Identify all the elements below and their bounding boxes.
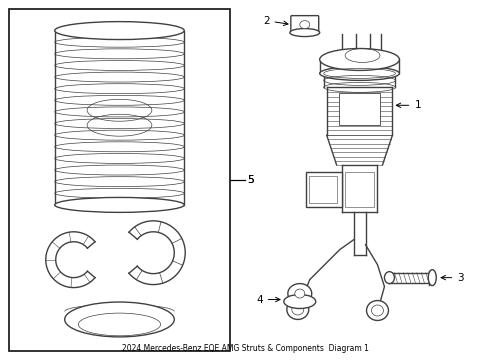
FancyBboxPatch shape [291, 15, 318, 33]
Text: 3: 3 [441, 273, 464, 283]
Ellipse shape [55, 22, 184, 40]
Ellipse shape [371, 305, 384, 316]
Ellipse shape [428, 270, 436, 285]
Ellipse shape [295, 289, 305, 298]
Ellipse shape [319, 67, 399, 80]
Ellipse shape [292, 304, 304, 315]
Bar [306, 172, 342, 207]
Bar [309, 176, 337, 203]
Ellipse shape [367, 301, 389, 320]
Ellipse shape [284, 294, 316, 309]
Bar [344, 172, 374, 207]
Text: 4: 4 [256, 294, 280, 305]
Ellipse shape [290, 28, 319, 37]
Text: 1: 1 [396, 100, 421, 110]
Bar [339, 93, 380, 125]
Ellipse shape [287, 300, 309, 319]
Text: 5: 5 [247, 175, 254, 185]
Ellipse shape [319, 49, 399, 71]
Text: 5: 5 [247, 175, 254, 185]
Text: 2024 Mercedes-Benz EQE AMG Struts & Components  Diagram 1: 2024 Mercedes-Benz EQE AMG Struts & Comp… [122, 344, 368, 353]
Ellipse shape [65, 302, 174, 337]
Ellipse shape [78, 313, 161, 336]
Ellipse shape [55, 197, 184, 212]
Ellipse shape [300, 21, 310, 28]
Ellipse shape [288, 284, 312, 303]
Ellipse shape [385, 272, 394, 284]
Text: 2: 2 [263, 15, 288, 26]
Bar [9, 9, 230, 351]
